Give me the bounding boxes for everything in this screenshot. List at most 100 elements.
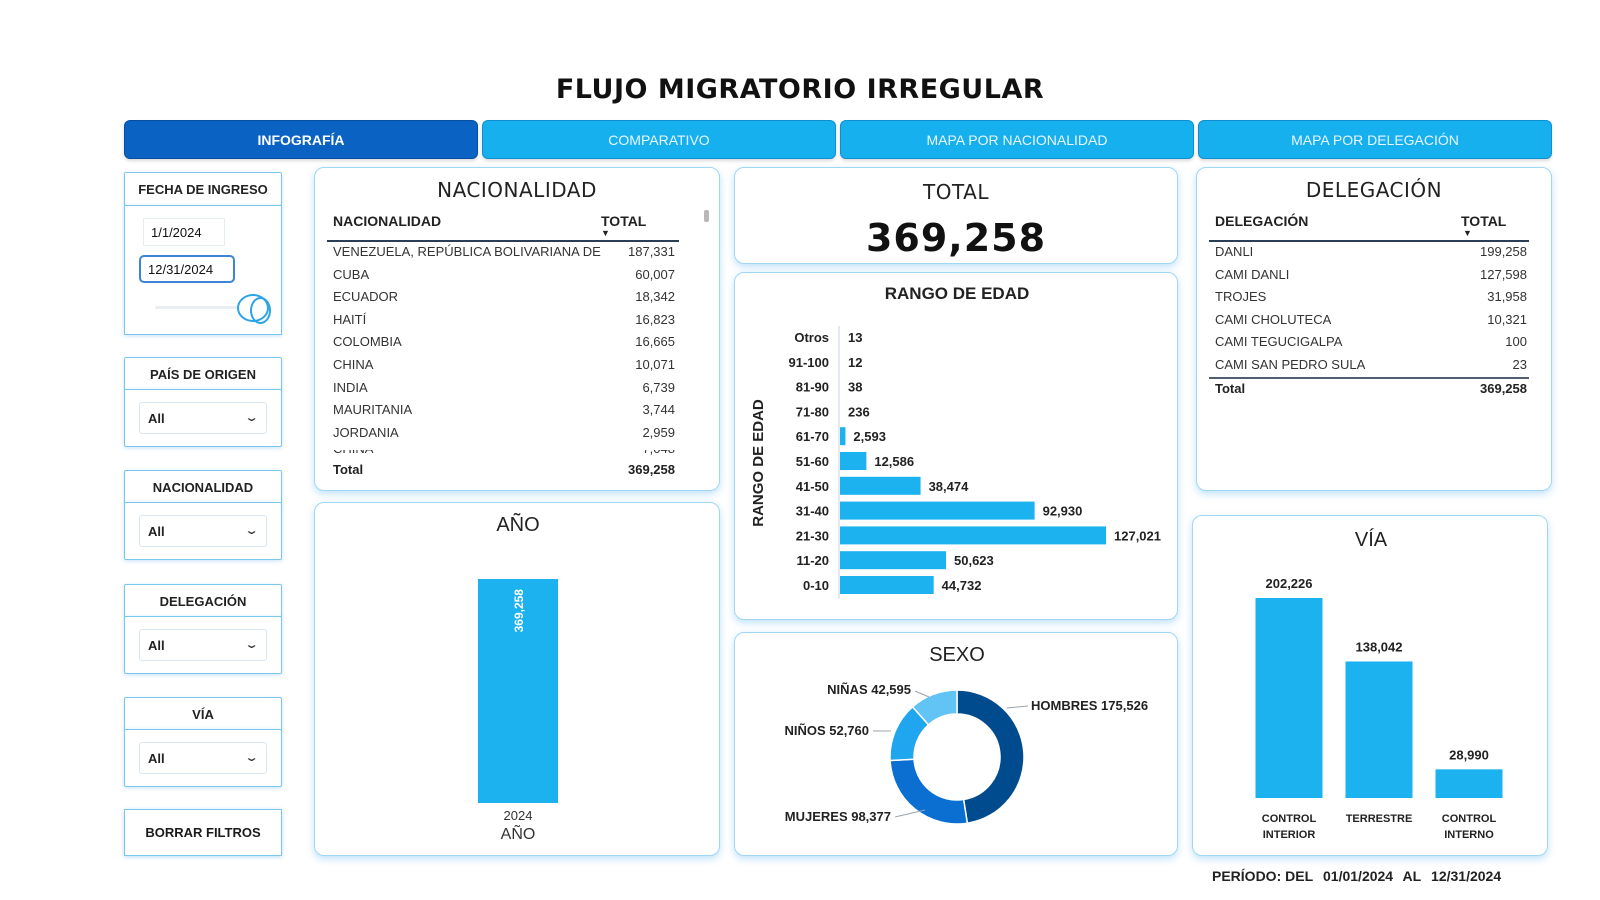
anio-bar[interactable] <box>478 579 558 803</box>
table-row[interactable]: CAMI DANLI 127,598 <box>1215 267 1527 282</box>
table-row[interactable]: CAMI SAN PEDRO SULA 23 <box>1215 357 1527 372</box>
row-name: MAURITANIA <box>333 402 413 418</box>
row-value: 16,665 <box>635 334 675 350</box>
sexo-slice[interactable] <box>911 689 958 726</box>
anio-card: AÑO 369,258 2024 AÑO <box>314 502 720 856</box>
start-date-input[interactable]: 1/1/2024 <box>143 218 225 246</box>
via-select[interactable]: All ⌄ <box>139 742 267 774</box>
table-scrollbar[interactable] <box>704 210 709 222</box>
via-tick-label: INTERNO <box>1444 829 1494 841</box>
pais-filter: All ⌄ <box>124 389 282 447</box>
row-name: CUBA <box>333 266 370 282</box>
sexo-card: SEXO HOMBRES 175,526 MUJERES 98,377 NIÑOS 5… <box>734 632 1178 856</box>
via-card: VÍA 202,226 CONTROL INTERIOR 138,042 TERRESTR… <box>1192 515 1548 856</box>
total-label: Total <box>1215 381 1246 396</box>
pais-select[interactable]: All ⌄ <box>139 402 267 434</box>
sexo-leader-line <box>914 690 930 698</box>
rango-bar[interactable] <box>840 427 846 446</box>
row-name: CAMI SAN PEDRO SULA <box>1215 357 1366 372</box>
table-row[interactable]: ECUADOR 18,342 <box>333 289 675 304</box>
rango-tick-label: 51-60 <box>796 454 829 469</box>
rango-tick-label: 31-40 <box>796 504 829 519</box>
total-col-header[interactable]: TOTAL <box>601 213 647 229</box>
delegacion-select[interactable]: All ⌄ <box>139 629 267 661</box>
sexo-data-label: HOMBRES 175,526 <box>1031 698 1148 713</box>
row-value: 127,598 <box>1480 266 1527 282</box>
delegacion-total-row: Total 369,258 <box>1215 381 1527 396</box>
table-row[interactable]: DANLI 199,258 <box>1215 244 1527 259</box>
sexo-data-label: MUJERES 98,377 <box>785 809 891 824</box>
fecha-filter-header: FECHA DE INGRESO <box>124 172 282 206</box>
table-row[interactable]: MAURITANIA 3,744 <box>333 402 675 417</box>
row-name: COLOMBIA <box>333 334 402 350</box>
via-bar[interactable] <box>1345 661 1413 798</box>
row-name: CAMI DANLI <box>1215 266 1290 282</box>
pais-filter-header: PAÍS DE ORIGEN <box>124 357 282 391</box>
nacionalidad-select-value: All <box>148 523 165 539</box>
clear-filters-button[interactable]: BORRAR FILTROS <box>124 809 282 856</box>
header-divider <box>327 240 679 242</box>
row-name: JORDANIA <box>333 424 399 440</box>
nacionalidad-select[interactable]: All ⌄ <box>139 515 267 547</box>
row-value: 10,321 <box>1487 311 1527 327</box>
table-row[interactable]: CUBA 60,007 <box>333 267 675 282</box>
row-name: TROJES <box>1215 289 1267 305</box>
table-row[interactable]: VENEZUELA, REPÚBLICA BOLIVARIANA DE 187,3… <box>333 244 675 259</box>
table-row[interactable]: INDIA 6,739 <box>333 380 675 395</box>
sexo-slice[interactable] <box>956 689 1025 825</box>
nacionalidad-filter-header: NACIONALIDAD <box>124 470 282 504</box>
tab-comparativo[interactable]: COMPARATIVO <box>482 120 836 159</box>
rango-bar[interactable] <box>840 526 1106 545</box>
anio-title: AÑO <box>496 512 539 536</box>
row-name: CAMI TEGUCIGALPA <box>1215 334 1343 350</box>
nacionalidad-card: NACIONALIDAD NACIONALIDAD TOTAL ▼ VENEZU… <box>314 167 720 491</box>
date-slider-track[interactable] <box>155 306 247 309</box>
delegacion-filter: All ⌄ <box>124 616 282 674</box>
tab-mapa-nacionalidad[interactable]: MAPA POR NACIONALIDAD <box>840 120 1194 159</box>
delegacion-col-header[interactable]: DELEGACIÓN <box>1215 213 1309 229</box>
rango-edad-chart: RANGO DE EDAD RANGO DE EDAD Otros 13 91-100 1… <box>750 284 1161 599</box>
rango-bar[interactable] <box>840 551 947 570</box>
via-tick-label: TERRESTRE <box>1346 813 1413 825</box>
row-value: 6,739 <box>642 379 675 395</box>
pais-select-value: All <box>148 410 165 426</box>
via-bar[interactable] <box>1255 598 1323 798</box>
rango-tick-label: 91-100 <box>789 355 829 370</box>
periodo-from: 01/01/2024 <box>1323 868 1394 884</box>
fecha-filter: 1/1/2024 12/31/2024 <box>124 205 282 335</box>
via-data-label: 138,042 <box>1356 639 1403 654</box>
table-row[interactable]: CAMI CHOLUTECA 10,321 <box>1215 312 1527 327</box>
nacionalidad-col-header[interactable]: NACIONALIDAD <box>333 213 442 229</box>
rango-axis-label: RANGO DE EDAD <box>750 399 767 527</box>
via-tick-label: CONTROL <box>1262 813 1317 825</box>
date-slider-handle[interactable] <box>237 294 271 324</box>
table-row[interactable]: CAMI TEGUCIGALPA 100 <box>1215 334 1527 349</box>
row-value: 60,007 <box>635 266 675 282</box>
end-date-input[interactable]: 12/31/2024 <box>139 255 235 283</box>
via-bar[interactable] <box>1435 769 1503 798</box>
anio-data-label: 369,258 <box>512 589 526 633</box>
rango-bar[interactable] <box>840 501 1035 520</box>
row-name: CAMI CHOLUTECA <box>1215 311 1332 327</box>
rango-data-label: 12 <box>848 355 862 370</box>
rango-data-label: 92,930 <box>1043 504 1083 519</box>
table-row[interactable]: CHINA 10,071 <box>333 357 675 372</box>
rango-data-label: 127,021 <box>1114 528 1161 543</box>
total-col-header[interactable]: TOTAL <box>1461 213 1507 229</box>
rango-edad-card: RANGO DE EDAD RANGO DE EDAD Otros 13 91-100 1… <box>734 272 1178 620</box>
rango-bar[interactable] <box>840 576 934 594</box>
delegacion-card-title: DELEGACIÓN <box>1305 178 1443 202</box>
table-row[interactable]: TROJES 31,958 <box>1215 289 1527 304</box>
chevron-down-icon: ⌄ <box>244 525 259 537</box>
table-row[interactable]: JORDANIA 2,959 <box>333 425 675 440</box>
table-row[interactable]: HAITÍ 16,823 <box>333 312 675 327</box>
sexo-slice[interactable] <box>889 758 969 825</box>
table-row[interactable]: COLOMBIA 16,665 <box>333 334 675 349</box>
total-card: TOTAL 369,258 <box>734 167 1178 264</box>
rango-bar[interactable] <box>840 452 867 470</box>
row-value: 199,258 <box>1480 244 1527 259</box>
total-value: 369,258 <box>865 216 1047 260</box>
tab-infografia[interactable]: INFOGRAFÍA <box>124 120 478 159</box>
tab-mapa-delegacion[interactable]: MAPA POR DELEGACIÓN <box>1198 120 1552 159</box>
rango-bar[interactable] <box>840 476 921 495</box>
